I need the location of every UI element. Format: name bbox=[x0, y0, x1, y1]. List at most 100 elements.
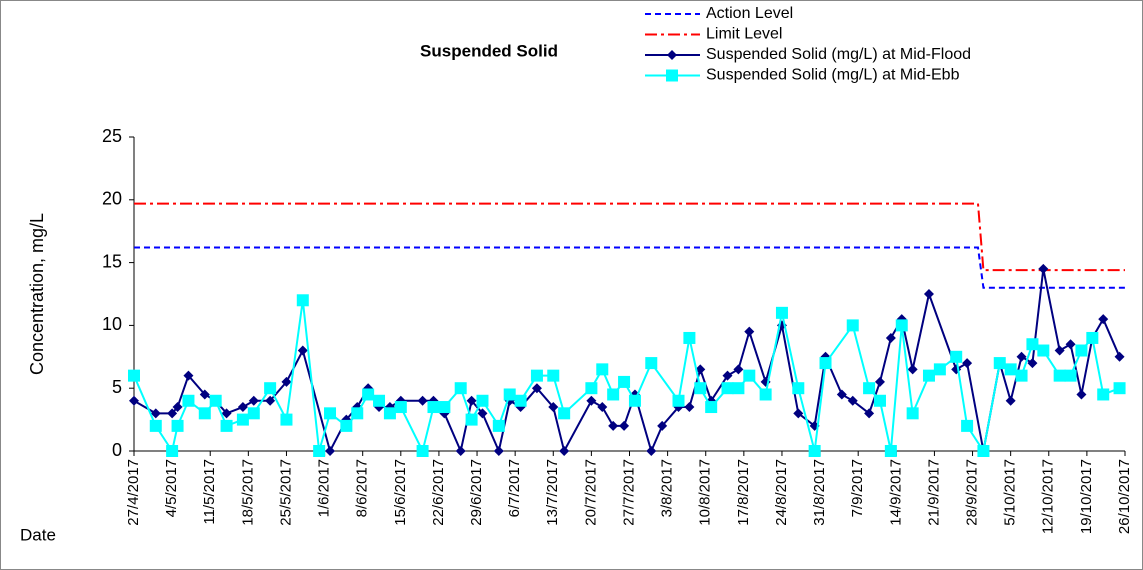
marker bbox=[684, 402, 695, 413]
marker bbox=[793, 408, 804, 419]
marker bbox=[383, 407, 396, 420]
x-tick-label: 18/5/2017 bbox=[239, 459, 256, 526]
marker bbox=[247, 407, 260, 420]
marker bbox=[874, 376, 885, 387]
marker bbox=[166, 445, 179, 457]
legend-marker bbox=[666, 69, 678, 82]
x-tick-label: 27/7/2017 bbox=[620, 459, 637, 526]
marker bbox=[645, 357, 658, 370]
marker bbox=[884, 445, 897, 457]
marker bbox=[559, 446, 570, 456]
marker bbox=[906, 407, 919, 420]
x-tick-label: 3/8/2017 bbox=[659, 459, 676, 517]
x-tick-label: 14/9/2017 bbox=[887, 459, 904, 526]
marker bbox=[427, 401, 440, 414]
marker bbox=[885, 332, 896, 343]
x-tick-label: 19/10/2017 bbox=[1078, 459, 1095, 534]
marker bbox=[198, 407, 211, 420]
marker bbox=[351, 407, 364, 420]
marker bbox=[199, 389, 210, 400]
marker bbox=[417, 395, 428, 406]
legend-label: Limit Level bbox=[706, 26, 782, 43]
x-tick-label: 10/8/2017 bbox=[697, 459, 714, 526]
x-tick-label: 31/8/2017 bbox=[811, 459, 828, 526]
marker bbox=[150, 408, 161, 419]
marker bbox=[1098, 314, 1109, 325]
marker bbox=[514, 394, 527, 407]
marker bbox=[182, 394, 195, 407]
marker bbox=[1053, 369, 1066, 382]
marker bbox=[808, 445, 821, 457]
marker bbox=[1005, 395, 1016, 406]
marker bbox=[325, 446, 336, 456]
marker bbox=[847, 395, 858, 406]
y-tick-label: 15 bbox=[102, 251, 122, 271]
marker bbox=[209, 394, 222, 407]
marker bbox=[596, 363, 609, 376]
x-tick-label: 8/6/2017 bbox=[354, 459, 371, 517]
marker bbox=[618, 375, 631, 388]
marker bbox=[695, 364, 706, 375]
x-tick-label: 20/7/2017 bbox=[582, 459, 599, 526]
marker bbox=[586, 395, 597, 406]
marker bbox=[172, 402, 183, 413]
marker bbox=[694, 382, 707, 395]
marker bbox=[167, 408, 178, 419]
marker bbox=[923, 289, 934, 299]
marker bbox=[1076, 389, 1087, 400]
marker bbox=[493, 446, 504, 456]
marker bbox=[281, 376, 292, 387]
marker bbox=[744, 326, 755, 337]
marker bbox=[1038, 263, 1049, 274]
x-tick-label: 28/9/2017 bbox=[964, 459, 981, 526]
x-tick-label: 25/5/2017 bbox=[277, 459, 294, 526]
y-tick-label: 25 bbox=[102, 126, 122, 146]
marker bbox=[977, 445, 990, 457]
marker bbox=[1114, 351, 1125, 362]
marker bbox=[907, 364, 918, 375]
marker bbox=[149, 419, 162, 432]
chart-title: Suspended Solid bbox=[420, 41, 558, 60]
marker bbox=[530, 369, 543, 382]
marker bbox=[340, 419, 353, 432]
x-tick-label: 4/5/2017 bbox=[163, 459, 180, 517]
marker bbox=[362, 388, 375, 401]
y-tick-label: 0 bbox=[112, 440, 122, 460]
marker bbox=[248, 395, 259, 406]
marker bbox=[548, 402, 559, 413]
marker bbox=[324, 407, 337, 420]
legend-label: Suspended Solid (mg/L) at Mid-Flood bbox=[706, 46, 971, 63]
marker bbox=[1064, 369, 1077, 382]
marker bbox=[619, 420, 630, 431]
marker bbox=[220, 419, 233, 432]
marker bbox=[846, 319, 859, 332]
marker bbox=[416, 445, 429, 457]
x-tick-label: 21/9/2017 bbox=[925, 459, 942, 526]
x-tick-label: 12/10/2017 bbox=[1040, 459, 1057, 534]
marker bbox=[1075, 344, 1088, 357]
legend-marker bbox=[667, 50, 677, 60]
marker bbox=[819, 357, 832, 370]
marker bbox=[962, 358, 973, 369]
marker bbox=[492, 419, 505, 432]
marker bbox=[477, 408, 488, 419]
marker bbox=[1004, 363, 1017, 376]
marker bbox=[961, 419, 974, 432]
marker bbox=[743, 369, 756, 382]
marker bbox=[733, 364, 744, 375]
x-tick-label: 11/5/2017 bbox=[201, 459, 218, 525]
marker bbox=[863, 382, 876, 395]
x-tick-label: 7/9/2017 bbox=[849, 459, 866, 517]
marker bbox=[864, 408, 875, 419]
y-tick-label: 20 bbox=[102, 189, 122, 209]
marker bbox=[1113, 382, 1126, 395]
marker bbox=[547, 369, 560, 382]
marker bbox=[171, 419, 184, 432]
x-tick-label: 13/7/2017 bbox=[544, 459, 561, 526]
marker bbox=[657, 420, 668, 431]
marker bbox=[503, 388, 516, 401]
marker bbox=[1026, 338, 1039, 351]
marker bbox=[476, 394, 489, 407]
x-tick-label: 24/8/2017 bbox=[773, 459, 790, 526]
